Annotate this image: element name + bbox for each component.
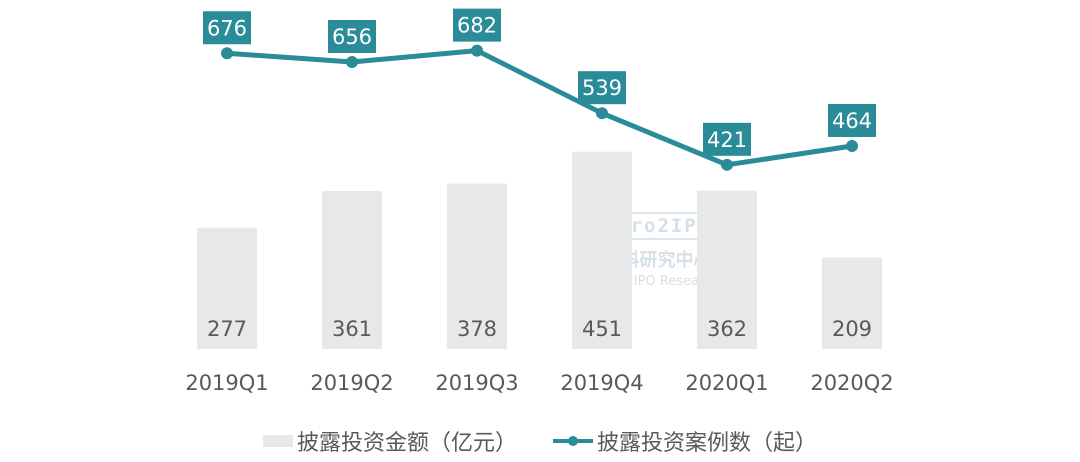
line-data-label: 656 — [332, 25, 372, 49]
bar-data-label: 277 — [207, 317, 247, 341]
x-tick-label: 2019Q1 — [185, 371, 268, 395]
legend-bar-label: 披露投资金额（亿元） — [296, 431, 517, 456]
legend: 披露投资金额（亿元） 披露投资案例数（起） — [0, 425, 1080, 457]
legend-item-bar: 披露投资金额（亿元） — [262, 425, 517, 457]
x-tick-label: 2019Q3 — [435, 371, 518, 395]
bar — [447, 183, 507, 349]
x-tick-label: 2019Q2 — [310, 371, 393, 395]
legend-bar-swatch — [262, 435, 293, 447]
legend-line-label: 披露投资案例数（起） — [597, 431, 818, 456]
line-series — [226, 48, 853, 168]
line-point — [221, 47, 233, 60]
line-point — [846, 140, 858, 152]
x-tick-label: 2020Q2 — [810, 371, 893, 395]
bar — [572, 151, 632, 349]
line-label-box — [328, 20, 376, 53]
line-data-label: 421 — [707, 128, 747, 152]
line-data-label: 676 — [207, 16, 247, 40]
bar-data-label: 209 — [832, 317, 872, 341]
line-data-label: 539 — [582, 76, 622, 100]
line-label-box — [203, 11, 251, 45]
legend-item-line: 披露投资案例数（起） — [553, 425, 817, 457]
line-label-box — [828, 104, 876, 137]
line-label-box — [703, 122, 751, 156]
x-tick-label: 2019Q4 — [560, 371, 643, 395]
line-point — [471, 44, 483, 57]
line-point — [596, 107, 608, 120]
bar — [322, 191, 382, 349]
line-label-box — [578, 71, 626, 105]
bar — [197, 227, 257, 349]
line-data-label: 682 — [457, 14, 497, 38]
line-data-label: 464 — [832, 109, 872, 133]
line-point — [346, 56, 358, 68]
legend-line-swatch — [553, 436, 593, 446]
bar-data-label: 451 — [582, 317, 622, 341]
bar — [822, 257, 882, 349]
x-tick-label: 2020Q1 — [685, 371, 768, 395]
bar-data-label: 361 — [332, 317, 372, 341]
bar-data-label: 378 — [457, 317, 497, 341]
line-label-box — [453, 8, 501, 42]
bar-data-label: 362 — [707, 317, 747, 341]
line-point — [721, 158, 733, 171]
bar — [697, 190, 757, 349]
